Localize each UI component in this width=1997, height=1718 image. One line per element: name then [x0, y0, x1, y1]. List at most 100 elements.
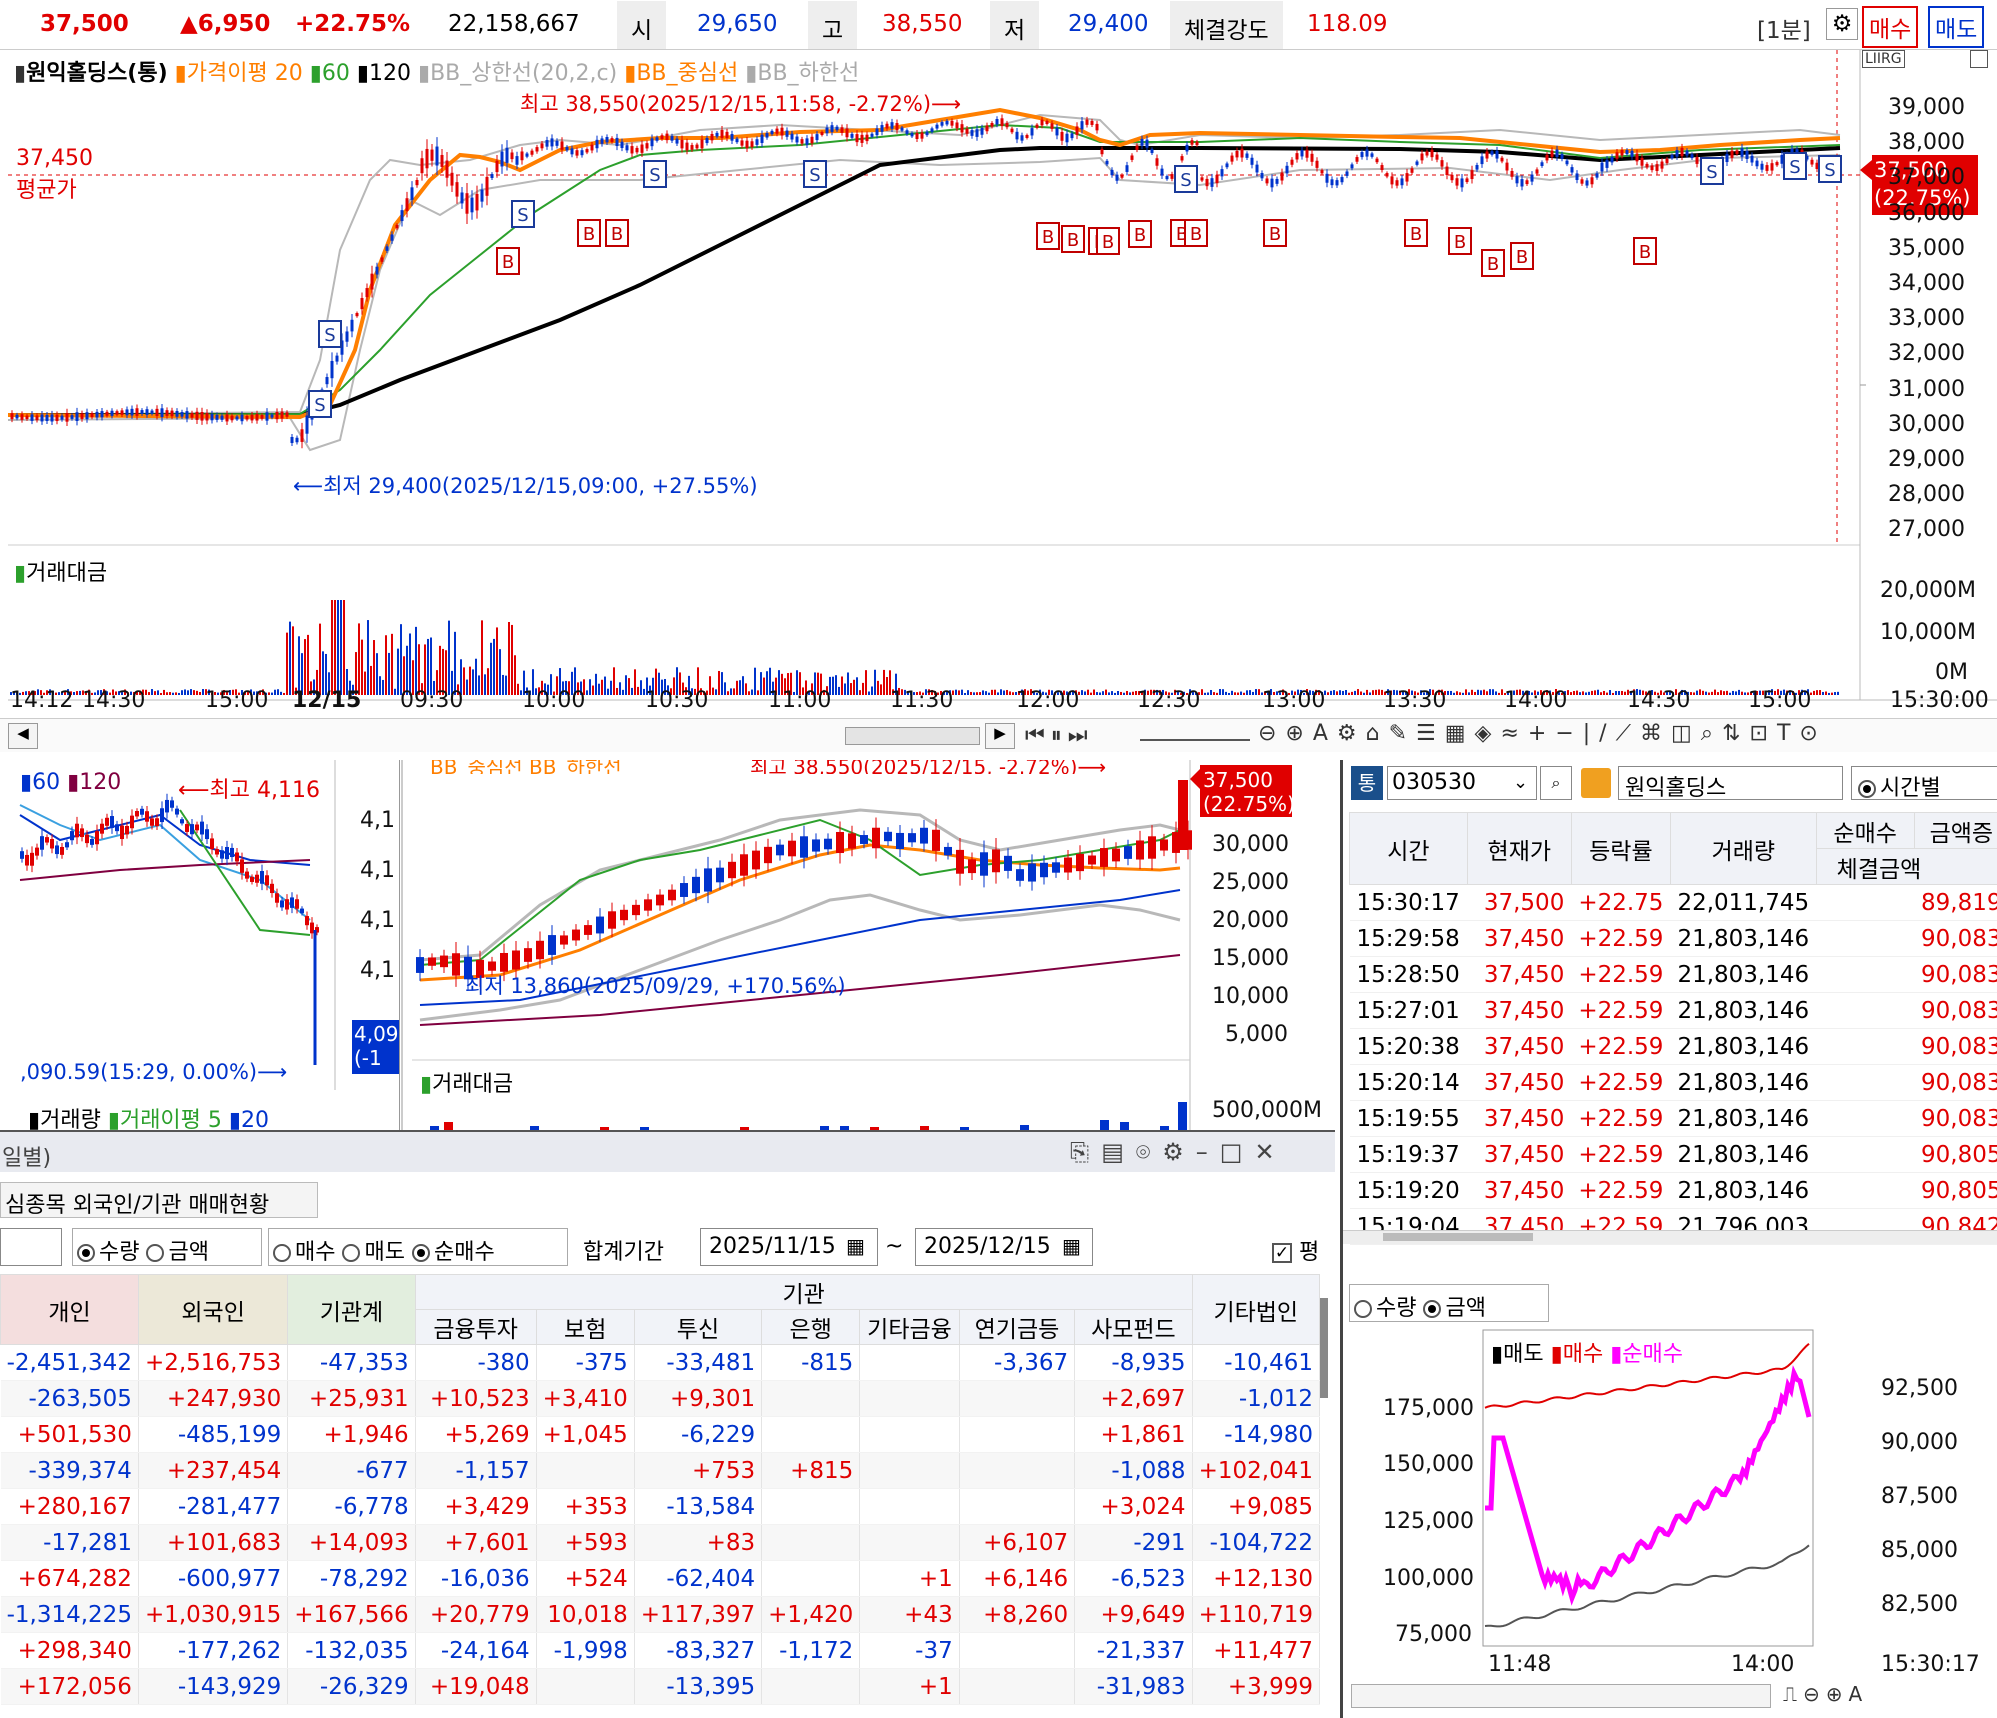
daily-candle-body — [1016, 869, 1024, 881]
candle-body — [1155, 158, 1159, 166]
investor-cell: -14,980 — [1192, 1416, 1321, 1453]
scrollbar-thumb[interactable] — [845, 727, 980, 745]
tick-row[interactable]: 15:28:50 37,450 +22.59 21,803,146 90,083 — [1349, 956, 1997, 993]
tick-row[interactable]: 15:29:58 37,450 +22.59 21,803,146 90,083 — [1349, 920, 1997, 957]
tab-investor-flow[interactable]: 심종목 외국인/기관 매매현황 — [0, 1182, 318, 1218]
drawing-tools[interactable]: ⊖⊕A⚙⌂✎☰▦◈≈+−|/⟋⌘◫⌕⇅⊡T⊙ — [1258, 721, 1827, 746]
calendar-icon[interactable]: ▦ — [846, 1234, 865, 1258]
investor-row[interactable]: +298,340 -177,262 -132,035 -24,164 -1,998 -83… — [0, 1632, 1321, 1669]
date-from-input[interactable]: 2025/11/15 — [700, 1228, 878, 1266]
candle-body — [1380, 165, 1384, 171]
tick-row[interactable]: 15:30:17 37,500 +22.75 22,011,745 89,819 — [1349, 884, 1997, 921]
candle-body — [575, 150, 579, 156]
index-candle-body — [45, 837, 49, 843]
volume-bar — [1000, 689, 1002, 695]
tick-row[interactable]: 15:19:20 37,450 +22.59 21,803,146 90,805 — [1349, 1172, 1997, 1209]
volume-bar — [223, 689, 225, 695]
volume-bar — [964, 692, 966, 695]
volume-bar — [181, 690, 183, 695]
zoom-slider[interactable] — [1140, 725, 1250, 741]
time-x-tick: 15:00 — [205, 688, 269, 713]
investor-row[interactable]: -2,451,342 +2,516,753 -47,353 -380 -375 -33,4… — [0, 1344, 1321, 1381]
period-selector[interactable]: [1분] — [1757, 18, 1811, 44]
mode-radio-time[interactable]: 시간별 — [1851, 766, 1997, 801]
search-icon[interactable]: ⌕ — [1540, 766, 1572, 800]
tick-row[interactable]: 15:19:37 37,450 +22.59 21,803,146 90,805 — [1349, 1136, 1997, 1173]
playback-controls[interactable]: ⏮⏸⏭ — [1025, 723, 1094, 748]
buy-signal-label: B — [1102, 232, 1114, 253]
scroll-right-button[interactable]: ▶ — [985, 723, 1015, 749]
investor-row[interactable]: +501,530 -485,199 +1,946 +5,269 +1,045 -6,229… — [0, 1416, 1321, 1453]
tick-row[interactable]: 15:19:55 37,450 +22.59 21,803,146 90,083 — [1349, 1100, 1997, 1137]
candle-body — [460, 192, 464, 204]
window-controls[interactable]: ⎘▤⌾⚙–□✕ — [1070, 1138, 1287, 1166]
investor-row[interactable]: -339,374 +237,454 -677 -1,157 +753 +815 -1,088… — [0, 1452, 1321, 1489]
investor-row[interactable]: -1,314,225 +1,030,915 +167,566 +20,779 10,01… — [0, 1596, 1321, 1633]
flow-code-input[interactable] — [0, 1228, 62, 1266]
candle-body — [390, 234, 394, 241]
tick-hscroll[interactable] — [1343, 1230, 1997, 1244]
volume-bar — [283, 692, 285, 695]
col-amount-inc[interactable]: 금액증 — [1913, 812, 1997, 849]
volume-bar — [1588, 691, 1590, 695]
volume-bar — [1072, 690, 1074, 695]
index-candle-body — [115, 824, 119, 832]
tick-row[interactable]: 15:20:38 37,450 +22.59 21,803,146 90,083 — [1349, 1028, 1997, 1065]
chart-tools-icon[interactable]: LIIRG — [1862, 50, 1905, 68]
daily-volume-bars — [430, 1102, 1187, 1130]
volume-bar — [673, 677, 675, 695]
daily-candle-body — [1178, 780, 1188, 850]
maximize-icon[interactable] — [1970, 50, 1988, 68]
tick-row[interactable]: 15:20:14 37,450 +22.59 21,803,146 90,083 — [1349, 1064, 1997, 1101]
buy-button[interactable]: 매수 — [1862, 6, 1919, 48]
ilc-zoom-controls[interactable]: ⎍⊖⊕A — [1783, 1682, 1869, 1706]
investor-row[interactable]: +674,282 -600,977 -78,292 -16,036 +524 -62,40… — [0, 1560, 1321, 1597]
volume-bar — [31, 691, 33, 695]
quote-bar: 37,500 ▲6,950 +22.75% 22,158,667 시 29,65… — [0, 0, 1997, 50]
scroll-left-button[interactable]: ◀ — [8, 723, 38, 749]
investor-row[interactable]: +280,167 -281,477 -6,778 +3,429 +353 -13,584 +… — [0, 1488, 1321, 1525]
chevron-down-icon[interactable]: ⌄ — [1513, 772, 1529, 793]
daily-candle-body — [1076, 853, 1084, 872]
col-institution: 기관계 — [287, 1274, 416, 1345]
volume-bar — [1480, 690, 1482, 695]
daily-candle-body — [908, 833, 916, 843]
ilc-hscroll[interactable] — [1351, 1684, 1771, 1708]
daily-candle-body — [728, 861, 736, 879]
gear-icon[interactable]: ⚙ — [1826, 8, 1858, 40]
tick-row[interactable]: 15:27:01 37,450 +22.59 21,803,146 90,083 — [1349, 992, 1997, 1029]
daily-candle-body — [1100, 848, 1108, 867]
candle-body — [440, 154, 444, 167]
volume-bar — [778, 670, 780, 695]
volume-bar — [301, 653, 303, 695]
time-x-tick: 12:30 — [1137, 688, 1201, 713]
calendar-icon[interactable]: ▦ — [1062, 1234, 1081, 1258]
candle-body — [1280, 172, 1284, 181]
volume-bar — [643, 688, 645, 695]
volume-bar — [772, 681, 774, 695]
candle-body — [580, 150, 584, 156]
sell-button[interactable]: 매도 — [1928, 6, 1985, 48]
avg-checkbox[interactable]: ✓ 평 — [1272, 1234, 1319, 1266]
volume-bar — [46, 690, 48, 695]
volume-bar — [235, 689, 237, 695]
date-to-input[interactable]: 2025/12/15 — [915, 1228, 1093, 1266]
unit-radio-group[interactable]: 수량 금액 — [72, 1228, 262, 1266]
investor-row[interactable]: -17,281 +101,683 +14,093 +7,601 +593 +83 +6,10… — [0, 1524, 1321, 1561]
candle-body — [1460, 178, 1464, 188]
stock-code-input[interactable]: 030530 — [1387, 766, 1537, 800]
side-radio-group[interactable]: 매수 매도 순매수 — [268, 1228, 568, 1266]
volume-bar — [1543, 690, 1545, 695]
candle-body — [765, 133, 769, 138]
volume-bar — [733, 688, 735, 695]
tick-cell: 37,450 — [1467, 1100, 1572, 1137]
investor-cell: -339,374 — [0, 1452, 139, 1489]
flow-vscroll[interactable] — [1320, 1298, 1328, 1398]
investor-row[interactable]: +172,056 -143,929 -26,329 +19,048 -13,395 +1-… — [0, 1668, 1321, 1705]
bb-mid-label: BB_중심선 — [636, 61, 739, 86]
index-candle-body — [60, 846, 64, 855]
folder-icon[interactable] — [1581, 768, 1611, 798]
volume-bar — [751, 689, 753, 695]
investor-row[interactable]: -263,505 +247,930 +25,931 +10,523 +3,410 +9,3… — [0, 1380, 1321, 1417]
ilc-radio-group[interactable]: 수량 금액 — [1349, 1284, 1549, 1322]
